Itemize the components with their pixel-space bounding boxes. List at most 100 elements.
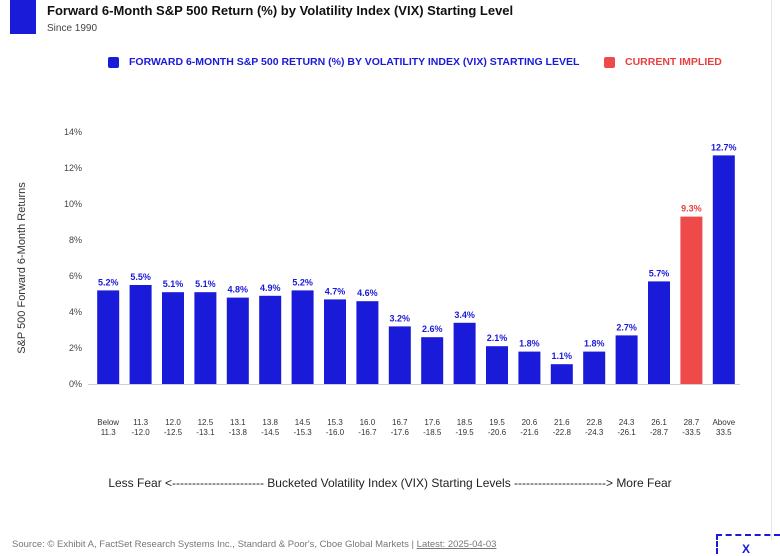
bar xyxy=(615,335,638,384)
y-tick-label: 4% xyxy=(69,307,82,317)
x-tick-label: 12.5 xyxy=(198,418,214,427)
x-tick-label: 13.1 xyxy=(230,418,246,427)
bar-value-label: 12.7% xyxy=(711,142,737,152)
brand-logo: X xyxy=(742,542,751,556)
y-tick-label: 14% xyxy=(64,127,82,137)
bar-value-label: 5.2% xyxy=(98,277,119,287)
right-divider xyxy=(771,0,772,540)
bar-value-label: 5.7% xyxy=(649,268,670,278)
bar xyxy=(550,364,573,384)
bar xyxy=(226,297,249,384)
legend-label-returns: FORWARD 6-MONTH S&P 500 RETURN (%) BY VO… xyxy=(129,56,580,68)
x-tick-label: -12.0 xyxy=(131,428,150,437)
x-tick-label: 18.5 xyxy=(457,418,473,427)
bar-current-implied xyxy=(680,216,703,384)
bar-value-label: 4.9% xyxy=(260,283,281,293)
bar xyxy=(129,285,152,384)
bar-value-label: 9.3% xyxy=(681,204,702,214)
bar xyxy=(97,290,120,384)
x-tick-label: -28.7 xyxy=(650,428,669,437)
bar xyxy=(453,322,476,384)
bar xyxy=(324,299,346,384)
x-tick-label: Above xyxy=(712,418,735,427)
y-tick-label: 6% xyxy=(69,271,82,281)
bar xyxy=(583,351,606,384)
x-tick-label: 14.5 xyxy=(295,418,311,427)
legend-item-returns: FORWARD 6-MONTH S&P 500 RETURN (%) BY VO… xyxy=(108,55,579,69)
bar-value-label: 1.1% xyxy=(552,351,573,361)
x-tick-label: -18.5 xyxy=(423,428,442,437)
x-tick-label: 24.3 xyxy=(619,418,635,427)
bar xyxy=(259,295,282,384)
x-tick-label: -14.5 xyxy=(261,428,280,437)
bar xyxy=(388,326,411,384)
x-tick-label: -33.5 xyxy=(682,428,701,437)
x-tick-label: -15.3 xyxy=(293,428,312,437)
x-tick-label: -13.1 xyxy=(196,428,215,437)
x-tick-label: 28.7 xyxy=(684,418,700,427)
x-tick-label: 16.0 xyxy=(360,418,376,427)
bar-value-label: 4.7% xyxy=(325,286,346,296)
bar xyxy=(648,281,670,384)
bar-value-label: 5.5% xyxy=(130,272,151,282)
title-accent-bar xyxy=(10,0,36,34)
y-tick-label: 0% xyxy=(69,379,82,389)
x-tick-label: 33.5 xyxy=(716,428,732,437)
chart-subtitle: Since 1990 xyxy=(47,23,98,34)
x-tick-label: 26.1 xyxy=(651,418,667,427)
bar xyxy=(486,346,508,384)
source-date-link[interactable]: Latest: 2025-04-03 xyxy=(416,539,497,550)
x-tick-label: -16.0 xyxy=(326,428,345,437)
x-tick-label: -17.6 xyxy=(391,428,410,437)
legend-item-current: CURRENT IMPLIED xyxy=(604,55,722,69)
x-axis-caption: Less Fear <----------------------- Bucke… xyxy=(108,476,672,490)
corner-logo-box: X xyxy=(716,534,780,556)
bar-value-label: 4.8% xyxy=(228,285,249,295)
y-tick-label: 2% xyxy=(69,343,82,353)
bar-value-label: 5.1% xyxy=(163,279,184,289)
source-note: Source: © Exhibit A, FactSet Research Sy… xyxy=(12,539,496,550)
x-tick-label: 11.3 xyxy=(101,428,117,437)
bar-value-label: 2.1% xyxy=(487,333,508,343)
legend-label-current: CURRENT IMPLIED xyxy=(625,56,722,68)
y-tick-label: 10% xyxy=(64,199,82,209)
bar xyxy=(421,337,444,384)
x-tick-label: -13.8 xyxy=(229,428,248,437)
x-tick-label: 21.6 xyxy=(554,418,570,427)
x-tick-label: -20.6 xyxy=(488,428,507,437)
bar xyxy=(712,155,735,384)
y-tick-label: 8% xyxy=(69,235,82,245)
bar-value-label: 2.7% xyxy=(616,322,637,332)
x-tick-label: -16.7 xyxy=(358,428,377,437)
bar-value-label: 4.6% xyxy=(357,288,378,298)
bar xyxy=(162,292,184,384)
x-tick-label: 13.8 xyxy=(262,418,278,427)
x-tick-label: 11.3 xyxy=(133,418,149,427)
y-tick-label: 12% xyxy=(64,163,82,173)
x-tick-label: 22.8 xyxy=(586,418,602,427)
x-tick-label: -22.8 xyxy=(553,428,572,437)
legend-swatch-blue xyxy=(108,56,119,68)
x-tick-label: 20.6 xyxy=(522,418,538,427)
bar-value-label: 3.4% xyxy=(454,310,475,320)
x-tick-label: 19.5 xyxy=(489,418,505,427)
x-tick-label: -19.5 xyxy=(455,428,474,437)
x-tick-label: -26.1 xyxy=(617,428,636,437)
bar-value-label: 2.6% xyxy=(422,324,443,334)
bar xyxy=(518,351,541,384)
bar xyxy=(356,301,379,384)
x-tick-label: 15.3 xyxy=(327,418,343,427)
bar xyxy=(194,292,217,384)
legend-swatch-red xyxy=(604,56,615,68)
bar-value-label: 3.2% xyxy=(390,313,411,323)
bar-value-label: 5.2% xyxy=(292,277,313,287)
x-tick-label: -21.6 xyxy=(520,428,539,437)
bar-chart: 0%2%4%6%8%10%12%14%5.2%Below11.35.5%11.3… xyxy=(64,127,740,437)
x-tick-label: -12.5 xyxy=(164,428,183,437)
bar-value-label: 5.1% xyxy=(195,279,216,289)
x-tick-label: 12.0 xyxy=(165,418,181,427)
x-tick-label: Below xyxy=(97,418,119,427)
chart-title: Forward 6-Month S&P 500 Return (%) by Vo… xyxy=(47,3,514,18)
bar-value-label: 1.8% xyxy=(519,339,540,349)
bar xyxy=(291,290,314,384)
